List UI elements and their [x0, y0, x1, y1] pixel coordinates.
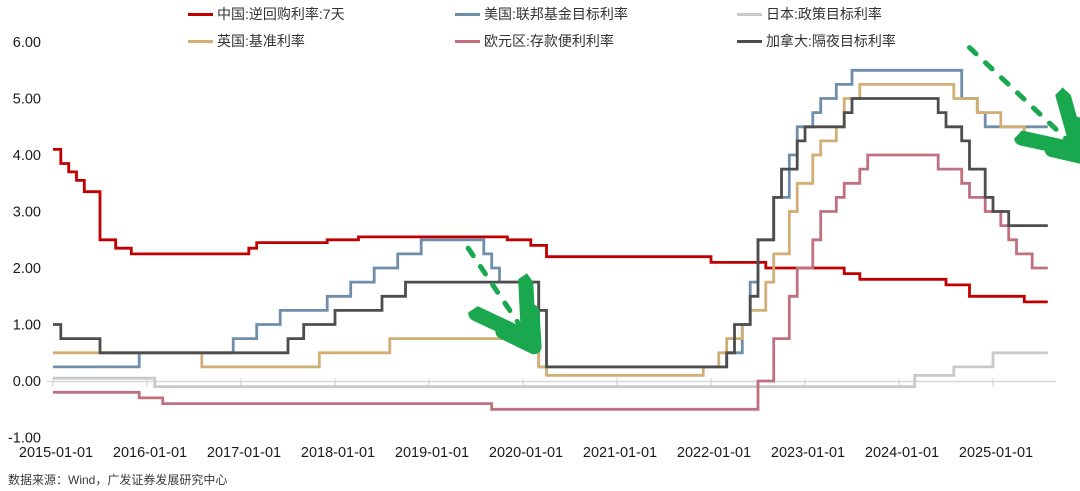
- series-japan: [53, 351, 1048, 388]
- data-source-note: 数据来源：Wind，广发证券发展研究中心: [8, 473, 228, 487]
- legend-label-china: 中国:逆回购利率:7天: [217, 6, 345, 22]
- y-axis-label: 2.00: [13, 261, 41, 277]
- legend-swatch-eurozone: [455, 39, 480, 43]
- legend-item-eurozone: 欧元区:存款便利利率: [455, 33, 614, 49]
- legend-swatch-us: [455, 12, 480, 16]
- x-axis-label: 2015-01-01: [19, 445, 93, 461]
- series-uk: [53, 83, 1048, 377]
- y-axis-label: 5.00: [13, 92, 41, 108]
- legend-swatch-uk: [188, 39, 213, 43]
- series-eurozone: [53, 153, 1048, 411]
- x-axis-label: 2017-01-01: [207, 445, 281, 461]
- trend-arrow-1: [465, 245, 523, 330]
- legend-label-eurozone: 欧元区:存款便利利率: [484, 33, 614, 49]
- legend-label-canada: 加拿大:隔夜目标利率: [766, 33, 896, 49]
- legend-swatch-japan: [737, 12, 762, 16]
- series-china: [53, 148, 1048, 304]
- x-axis-label: 2022-01-01: [677, 445, 751, 461]
- y-axis-label: 3.00: [13, 205, 41, 221]
- y-axis-label: 0.00: [13, 374, 41, 390]
- legend-item-uk: 英国:基准利率: [188, 33, 305, 49]
- legend-item-japan: 日本:政策目标利率: [737, 6, 882, 22]
- legend-label-japan: 日本:政策目标利率: [766, 6, 882, 22]
- y-axis-label: 1.00: [13, 318, 41, 334]
- x-axis-label: 2024-01-01: [865, 445, 939, 461]
- y-axis-label: 6.00: [13, 35, 41, 51]
- x-axis-label: 2020-01-01: [489, 445, 563, 461]
- x-axis-label: 2021-01-01: [583, 445, 657, 461]
- y-axis-label: -1.00: [8, 431, 41, 447]
- series-canada: [53, 97, 1048, 369]
- legend-swatch-china: [188, 12, 213, 16]
- x-axis-label: 2019-01-01: [395, 445, 469, 461]
- legend-swatch-canada: [737, 39, 762, 43]
- x-axis-label: 2018-01-01: [301, 445, 375, 461]
- legend-item-us: 美国:联邦基金目标利率: [455, 6, 628, 22]
- legend-label-us: 美国:联邦基金目标利率: [484, 6, 628, 22]
- y-axis-label: 4.00: [13, 148, 41, 164]
- legend-item-canada: 加拿大:隔夜目标利率: [737, 33, 896, 49]
- x-axis-label: 2025-01-01: [959, 445, 1033, 461]
- series-us: [53, 68, 1048, 369]
- x-axis-label: 2016-01-01: [113, 445, 187, 461]
- trend-arrow-2: [967, 45, 1072, 144]
- legend-item-china: 中国:逆回购利率:7天: [188, 6, 345, 22]
- x-axis-label: 2023-01-01: [771, 445, 845, 461]
- legend-label-uk: 英国:基准利率: [217, 33, 305, 49]
